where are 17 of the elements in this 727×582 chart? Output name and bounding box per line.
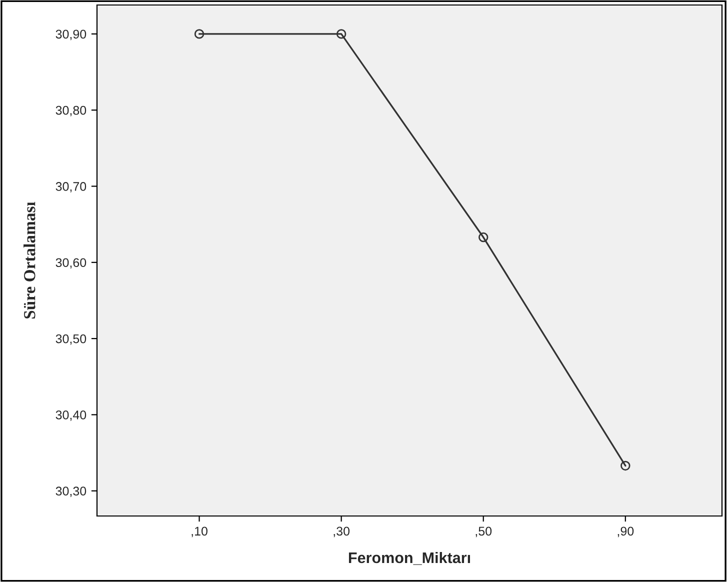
y-tick-label: 30,90 bbox=[56, 30, 86, 40]
y-tick-label: 30,30 bbox=[56, 486, 86, 497]
point bbox=[336, 29, 346, 39]
y-tick-label: 30,70 bbox=[56, 182, 86, 192]
y-tick-label: 30,80 bbox=[56, 106, 86, 116]
x-tick-label: ,90 bbox=[618, 526, 634, 538]
y-axis-title: Süre Ortalaması bbox=[24, 202, 36, 318]
x-axis-title: Feromon_Miktarı bbox=[348, 552, 470, 565]
y-tick-label: 30,60 bbox=[56, 258, 86, 269]
point bbox=[478, 232, 488, 242]
y-tick-label: 30,40 bbox=[56, 410, 86, 421]
x-tick-label: ,50 bbox=[476, 526, 492, 538]
x-tick-label: ,10 bbox=[192, 526, 208, 538]
y-tick-label: 30,50 bbox=[56, 334, 86, 345]
point bbox=[620, 460, 630, 471]
point bbox=[194, 29, 204, 39]
x-tick-label: ,30 bbox=[334, 526, 350, 538]
